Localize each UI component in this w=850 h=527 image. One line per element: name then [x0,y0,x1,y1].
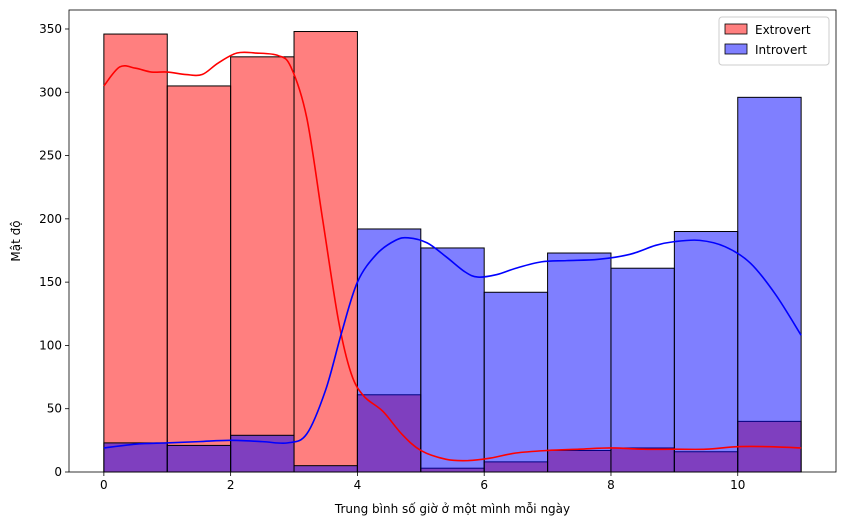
legend: Extrovert Introvert [718,16,830,66]
y-tick-label: 300 [39,85,62,99]
y-axis-label: Mật độ [9,220,23,261]
legend-swatch-introvert [724,43,748,55]
y-tick-label: 200 [39,212,62,226]
introvert-bar [420,247,485,473]
introvert-bar [293,465,358,473]
introvert-bar [103,442,168,473]
introvert-bar [356,228,422,473]
introvert-bar [547,252,612,473]
legend-swatch-extrovert [724,23,748,35]
introvert-bar [673,231,739,473]
legend-label-extrovert: Extrovert [755,23,811,37]
extrovert-bar [166,85,232,473]
introvert-bar [483,291,549,473]
y-tick-label: 250 [39,149,62,163]
introvert-bars [103,96,802,473]
extrovert-bar [293,31,358,473]
x-tick-label: 2 [227,478,235,492]
introvert-kde-line [103,236,802,449]
x-axis-label: Trung bình số giờ ở một mình mỗi ngày [334,502,570,516]
extrovert-bar [230,56,295,473]
x-tick-label: 4 [354,478,362,492]
y-tick-label: 0 [54,465,62,479]
x-tick-label: 6 [480,478,488,492]
extrovert-kde-line [103,51,802,462]
kde-lines [103,51,802,462]
y-axis: 0 50 100 150 200 250 300 350 [39,22,69,479]
y-tick-label: 50 [47,402,62,416]
x-tick-label: 10 [730,478,745,492]
plot-frame [68,9,837,473]
y-tick-label: 150 [39,275,62,289]
x-tick-label: 8 [607,478,615,492]
legend-label-introvert: Introvert [755,43,807,57]
x-axis: 0 2 4 6 8 10 [100,472,745,492]
introvert-bar [610,267,675,473]
extrovert-bar [103,33,168,473]
y-tick-label: 350 [39,22,62,36]
y-tick-label: 100 [39,338,62,352]
x-tick-label: 0 [100,478,108,492]
introvert-bar [166,444,232,473]
